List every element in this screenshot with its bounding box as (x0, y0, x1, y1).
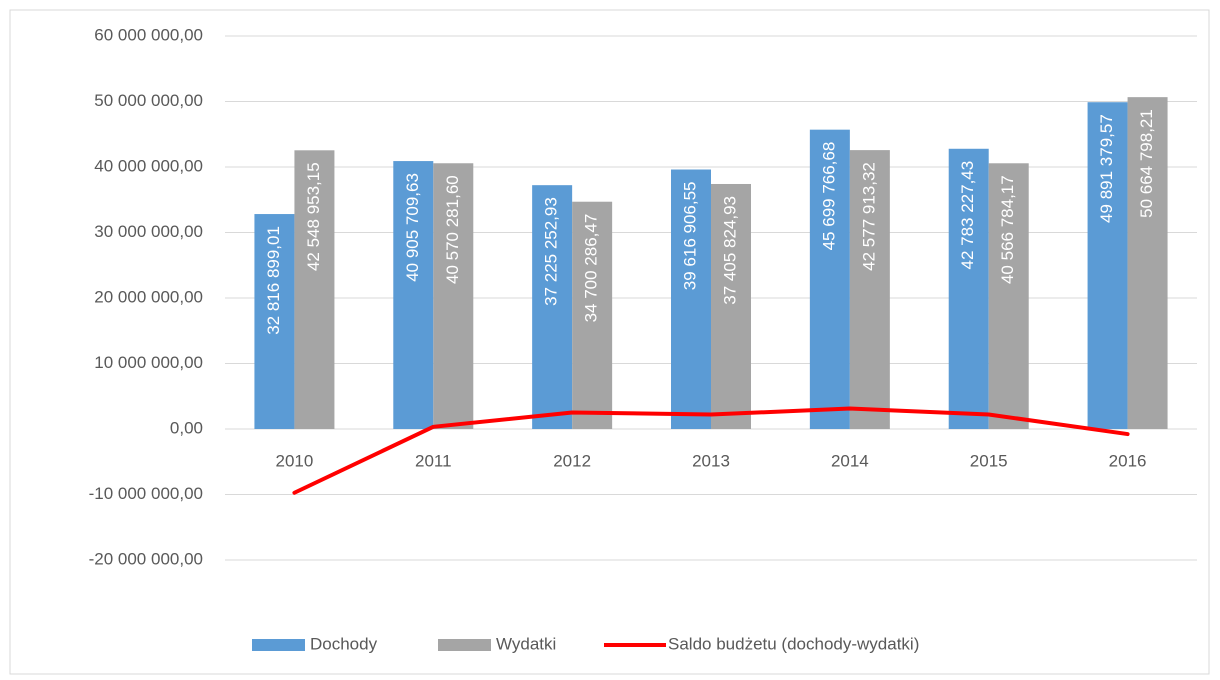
bar (671, 169, 711, 429)
bar (849, 150, 890, 429)
value-label: 37 225 252,93 (542, 197, 561, 306)
line-series (292, 406, 1130, 495)
bar (948, 148, 989, 429)
x-tick-label: 2016 (1109, 451, 1147, 470)
y-tick-label: 10 000 000,00 (94, 353, 203, 372)
legend-label: Dochody (310, 634, 378, 653)
value-label: 49 891 379,57 (1097, 114, 1116, 223)
x-tick-label: 2014 (831, 451, 869, 470)
y-tick-label: -20 000 000,00 (89, 549, 203, 568)
value-label: 42 548 953,15 (304, 162, 323, 271)
y-tick-label: -10 000 000,00 (89, 484, 203, 503)
bar (1087, 102, 1128, 430)
value-label: 40 566 784,17 (998, 175, 1017, 284)
value-label: 42 783 227,43 (958, 161, 977, 270)
x-tick-label: 2013 (692, 451, 730, 470)
x-tick-label: 2015 (970, 451, 1008, 470)
value-label: 40 570 281,60 (443, 175, 462, 284)
value-label: 45 699 766,68 (819, 142, 838, 251)
value-label: 40 905 709,63 (403, 173, 422, 282)
x-tick-label: 2010 (276, 451, 314, 470)
y-tick-label: 0,00 (170, 418, 203, 437)
y-tick-label: 20 000 000,00 (94, 287, 203, 306)
legend-swatch (252, 639, 305, 651)
bar (572, 201, 613, 429)
y-tick-label: 40 000 000,00 (94, 156, 203, 175)
y-tick-label: 50 000 000,00 (94, 91, 203, 110)
bar (809, 129, 850, 429)
value-label: 42 577 913,32 (859, 162, 878, 271)
x-tick-label: 2012 (553, 451, 591, 470)
y-tick-label: 60 000 000,00 (94, 25, 203, 44)
bar (433, 163, 474, 429)
bar (254, 214, 295, 429)
bar (294, 150, 335, 429)
y-tick-label: 30 000 000,00 (94, 222, 203, 241)
bar (393, 161, 434, 429)
bar (1127, 97, 1168, 429)
value-label: 39 616 906,55 (680, 182, 699, 291)
value-label: 34 700 286,47 (582, 214, 601, 323)
value-label: 50 664 798,21 (1137, 109, 1156, 218)
bar (532, 185, 573, 429)
value-label: 32 816 899,01 (264, 226, 283, 335)
bar (988, 163, 1029, 429)
legend-label: Wydatki (496, 634, 556, 653)
bar (711, 183, 751, 429)
x-tick-label: 2011 (415, 451, 452, 470)
legend-label: Saldo budżetu (dochody-wydatki) (668, 634, 919, 653)
value-label: 37 405 824,93 (720, 196, 739, 305)
legend-swatch (438, 639, 491, 651)
